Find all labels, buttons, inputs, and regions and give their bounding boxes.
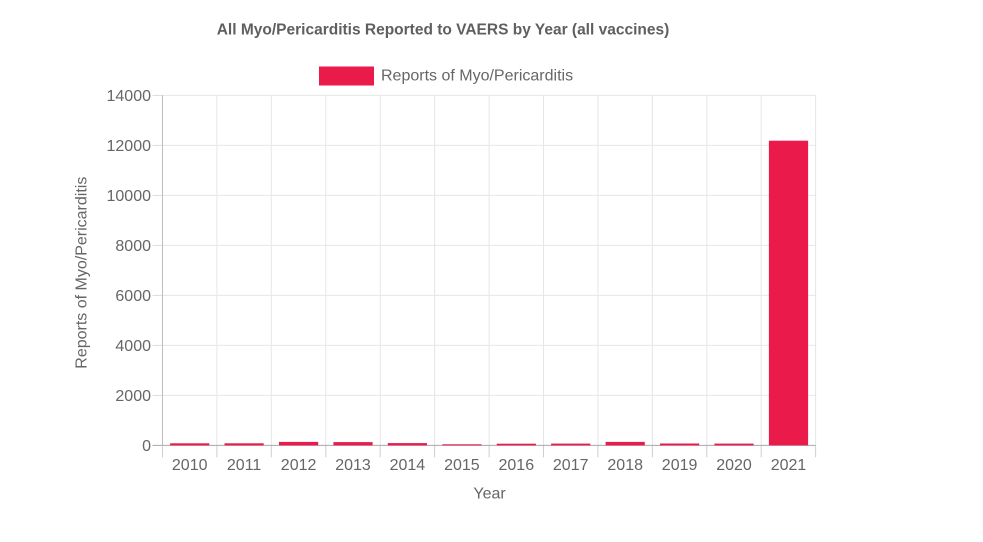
svg-text:2000: 2000 [115, 388, 151, 405]
svg-text:4000: 4000 [115, 338, 151, 355]
svg-text:2019: 2019 [662, 457, 698, 474]
svg-text:All Myo/Pericarditis Reported: All Myo/Pericarditis Reported to VAERS b… [217, 22, 670, 39]
svg-text:2011: 2011 [227, 457, 262, 474]
svg-text:Year: Year [473, 486, 506, 503]
svg-text:0: 0 [142, 438, 151, 455]
svg-text:14000: 14000 [107, 88, 152, 105]
svg-text:12000: 12000 [107, 138, 152, 155]
svg-text:2021: 2021 [771, 457, 807, 474]
svg-text:2015: 2015 [444, 457, 480, 474]
svg-text:Reports of Myo/Pericarditis: Reports of Myo/Pericarditis [74, 177, 91, 369]
svg-text:8000: 8000 [115, 238, 151, 255]
svg-text:6000: 6000 [115, 288, 151, 305]
svg-text:2010: 2010 [172, 457, 208, 474]
svg-text:2012: 2012 [281, 457, 317, 474]
svg-text:Reports of Myo/Pericarditis: Reports of Myo/Pericarditis [381, 67, 573, 84]
svg-text:2014: 2014 [390, 457, 426, 474]
svg-text:2016: 2016 [499, 457, 535, 474]
svg-text:2018: 2018 [607, 457, 643, 474]
svg-text:2020: 2020 [716, 457, 752, 474]
svg-text:2013: 2013 [335, 457, 371, 474]
svg-text:2017: 2017 [553, 457, 589, 474]
svg-text:10000: 10000 [107, 188, 152, 205]
